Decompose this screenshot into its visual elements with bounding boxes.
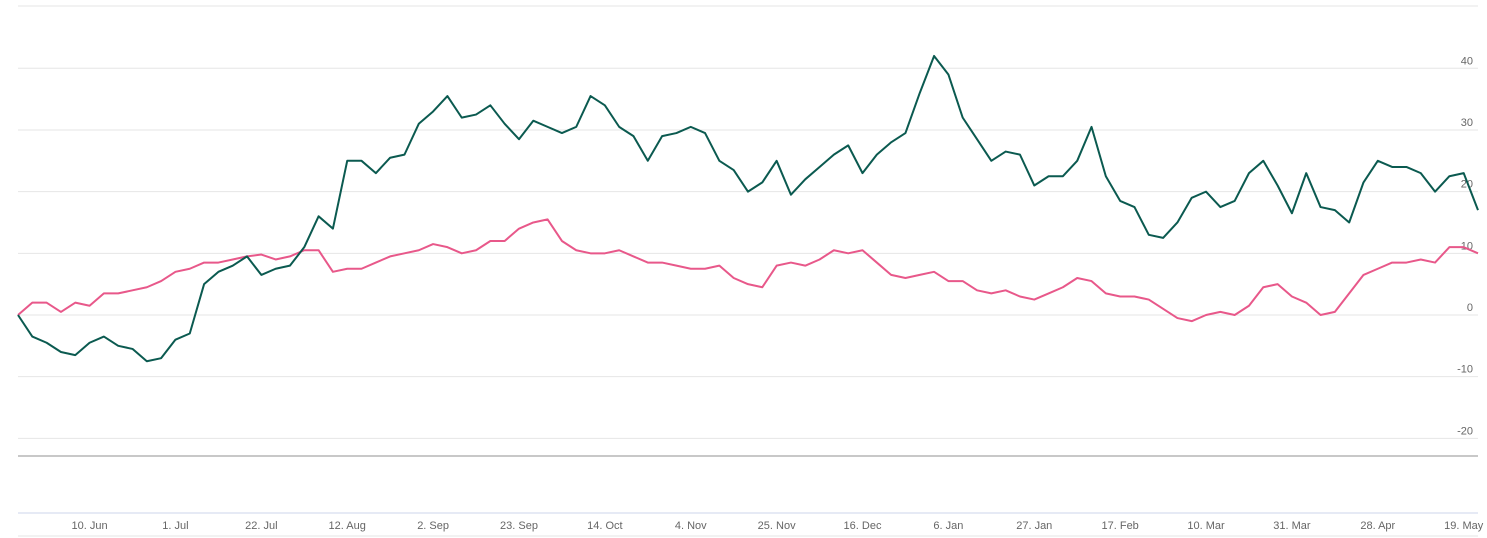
x-tick-label: 16. Dec [844, 520, 882, 532]
x-tick-label: 1. Jul [162, 520, 188, 532]
x-tick-label: 4. Nov [675, 520, 707, 532]
series-line [17, 218, 1479, 323]
x-tick-label: 14. Oct [587, 520, 622, 532]
x-tick-label: 22. Jul [245, 520, 277, 532]
x-tick-label: 31. Mar [1273, 520, 1311, 532]
series-line [17, 54, 1479, 363]
x-tick-label: 10. Jun [72, 520, 108, 532]
x-tick-label: 12. Aug [329, 520, 366, 532]
x-tick-label: 6. Jan [933, 520, 963, 532]
y-tick-label: 40 [1461, 55, 1473, 67]
x-tick-label: 27. Jan [1016, 520, 1052, 532]
x-tick-label: 23. Sep [500, 520, 538, 532]
y-tick-label: -20 [1457, 425, 1473, 437]
x-tick-label: 28. Apr [1360, 520, 1395, 532]
x-tick-label: 10. Mar [1187, 520, 1225, 532]
y-tick-label: -10 [1457, 364, 1473, 376]
y-tick-label: 0 [1467, 302, 1473, 314]
x-tick-label: 19. May [1444, 520, 1484, 532]
x-tick-label: 17. Feb [1102, 520, 1139, 532]
y-tick-label: 30 [1461, 117, 1473, 129]
x-tick-label: 25. Nov [758, 520, 796, 532]
x-tick-label: 2. Sep [417, 520, 449, 532]
